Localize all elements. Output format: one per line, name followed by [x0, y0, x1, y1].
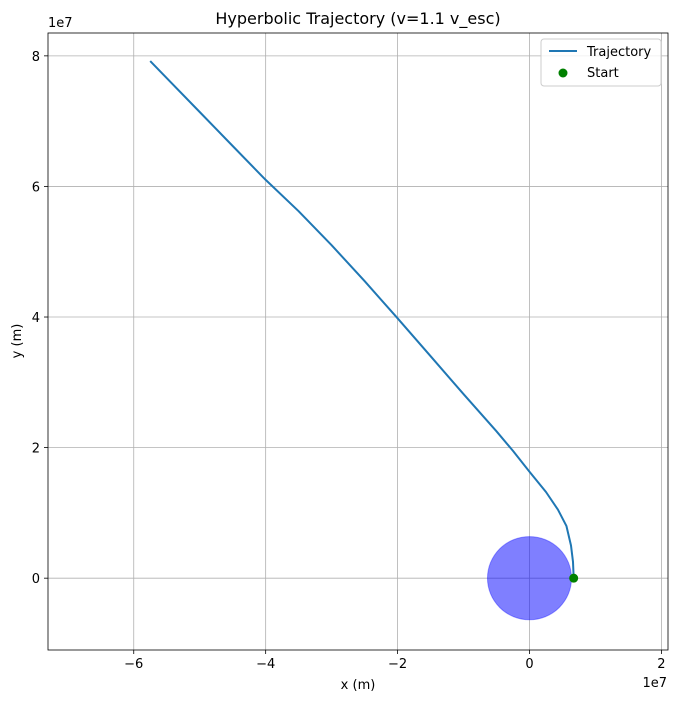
y-tick-label: 8	[32, 50, 40, 65]
y-tick-label: 0	[32, 572, 40, 587]
x-tick-label: 0	[525, 657, 533, 672]
legend-start-label: Start	[587, 66, 619, 81]
legend-start-swatch	[558, 68, 568, 78]
x-axis-label: x (m)	[341, 678, 376, 693]
y-axis-label: y (m)	[10, 324, 25, 359]
x-offset-label: 1e7	[642, 676, 667, 691]
start-point	[569, 573, 579, 583]
y-tick-label: 6	[32, 180, 40, 195]
chart-title: Hyperbolic Trajectory (v=1.1 v_esc)	[215, 9, 500, 29]
axis-ticks: −6 −4 −2 0 2 0 2 4 6 8	[32, 50, 666, 672]
plot-area	[149, 60, 579, 621]
y-offset-label: 1e7	[48, 16, 73, 31]
legend: Trajectory Start	[540, 38, 662, 87]
legend-trajectory-label: Trajectory	[586, 45, 651, 60]
trajectory-line	[149, 60, 575, 579]
x-tick-label: −4	[256, 657, 275, 672]
plot-frame	[47, 32, 669, 651]
planet-body	[486, 536, 573, 621]
y-tick-label: 2	[32, 442, 40, 457]
x-tick-label: 2	[657, 657, 665, 672]
x-tick-label: −6	[124, 657, 143, 672]
y-tick-label: 4	[32, 311, 40, 326]
x-tick-label: −2	[388, 657, 407, 672]
